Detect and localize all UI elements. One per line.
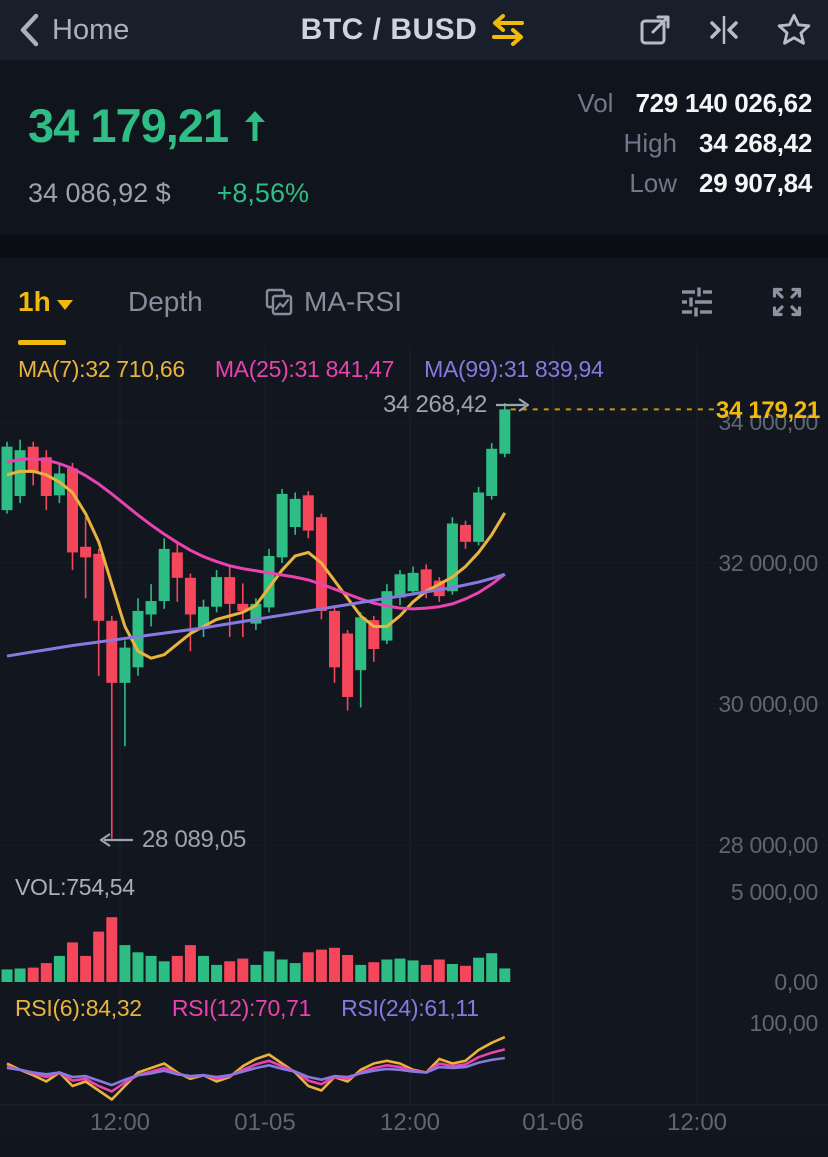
change-percent: +8,56% — [216, 178, 309, 208]
stat-value: 729 140 026,62 — [635, 88, 812, 118]
arrow-left-icon — [99, 833, 133, 847]
app-header: Home BTC / BUSD — [0, 0, 828, 60]
rsi-legend: RSI(6):84,32 RSI(12):70,71 RSI(24):61,11 — [15, 995, 479, 1022]
favorite-button[interactable] — [776, 12, 812, 48]
stat-label: High — [623, 128, 678, 158]
low-annotation-label: 28 089,05 — [142, 826, 247, 853]
pair-title: BTC / BUSD — [300, 13, 478, 46]
time-tick-label: 12:00 — [666, 1109, 728, 1136]
chart-toolbar: 1h Depth MA-RSI — [0, 258, 828, 346]
high-annotation-label: 34 268,42 — [383, 391, 488, 418]
fullscreen-button[interactable] — [770, 285, 804, 319]
rsi6-legend: RSI(6):84,32 — [15, 995, 142, 1021]
time-axis: 12:00 01-05 12:00 01-06 12:00 — [0, 1105, 828, 1136]
market-stats: Vol 729 140 026,62 High 34 268,42 Low 29… — [577, 88, 812, 199]
stat-row-low: Low 29 907,84 — [577, 168, 812, 199]
fiat-price: 34 086,92 $ — [28, 178, 171, 208]
ma25-legend: MA(25):31 841,47 — [214, 356, 395, 382]
back-label: Home — [52, 13, 130, 46]
sliders-icon — [682, 287, 712, 316]
price-up-arrow-icon — [245, 110, 266, 141]
current-price-tag: 34 179,21 — [715, 397, 820, 424]
indicator-label: MA-RSI — [304, 285, 402, 317]
interval-label: 1h — [18, 285, 51, 317]
section-divider — [0, 235, 828, 258]
chart-settings-button[interactable] — [680, 285, 714, 319]
rsi24-legend: RSI(24):61,11 — [341, 995, 479, 1021]
share-button[interactable] — [638, 13, 672, 47]
stat-label: Vol — [577, 88, 614, 118]
chevron-down-icon — [56, 299, 73, 310]
expand-icon — [772, 287, 802, 316]
compare-candles-icon — [710, 16, 738, 44]
rsi12-legend: RSI(12):70,71 — [171, 995, 312, 1021]
time-tick-label: 12:00 — [89, 1109, 151, 1136]
indicator-selector[interactable]: MA-RSI — [264, 258, 402, 345]
ma-legend: MA(7):32 710,66 MA(25):31 841,47 MA(99):… — [18, 356, 604, 383]
ma99-legend: MA(99):31 839,94 — [424, 356, 604, 382]
time-tick-label: 01-05 — [234, 1109, 296, 1136]
stat-value: 29 907,84 — [699, 168, 812, 198]
price-summary: 34 179,21 34 086,92 $ +8,56% Vol 729 140… — [0, 60, 828, 235]
stat-value: 34 268,42 — [699, 128, 812, 158]
chart-canvas[interactable] — [0, 345, 828, 1135]
depth-label: Depth — [128, 285, 203, 317]
share-icon — [640, 15, 670, 45]
time-tick-label: 01-06 — [522, 1109, 584, 1136]
star-icon — [777, 13, 811, 45]
compare-button[interactable] — [706, 13, 742, 47]
stat-label: Low — [629, 168, 678, 198]
arrow-right-icon — [496, 398, 530, 412]
last-price: 34 179,21 — [28, 99, 229, 152]
time-tick-label: 12:00 — [379, 1109, 441, 1136]
indicator-layers-icon — [265, 288, 293, 315]
stat-row-vol: Vol 729 140 026,62 — [577, 88, 812, 119]
ma7-legend: MA(7):32 710,66 — [18, 356, 185, 382]
volume-legend: VOL:754,54 — [15, 874, 135, 900]
swap-pair-button[interactable] — [489, 13, 527, 47]
swap-arrows-icon — [492, 14, 525, 46]
interval-selector[interactable]: 1h — [18, 258, 73, 345]
back-button[interactable]: Home — [0, 12, 129, 48]
stat-row-high: High 34 268,42 — [577, 128, 813, 159]
low-annotation: 28 089,05 — [98, 826, 246, 854]
chart-area: 34 000,00 32 000,00 30 000,00 28 000,00 5 00… — [0, 345, 828, 1136]
chevron-left-icon — [20, 13, 39, 47]
active-tab-indicator — [18, 340, 66, 345]
tab-depth[interactable]: Depth — [128, 258, 203, 345]
high-annotation: 34 268,42 — [383, 391, 531, 419]
